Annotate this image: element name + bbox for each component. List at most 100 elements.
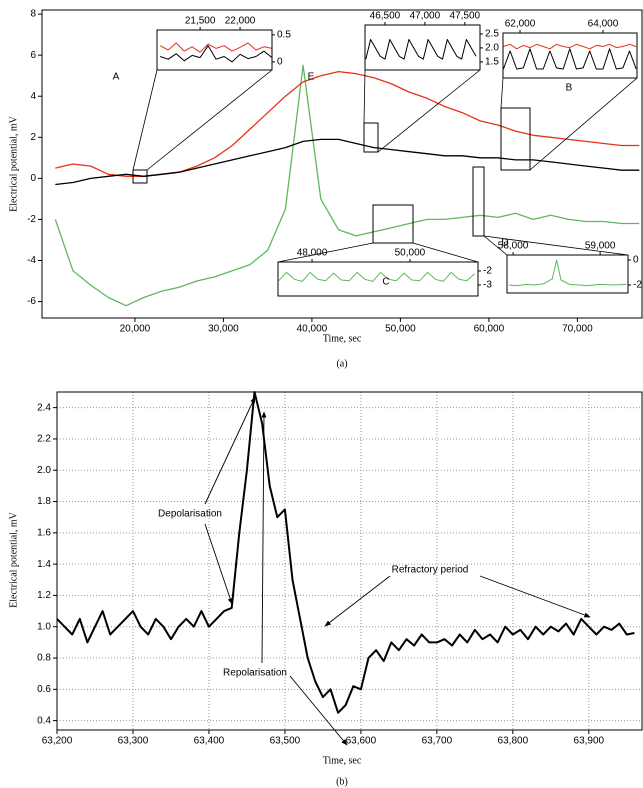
zoom-connector (483, 235, 508, 256)
inset-background (278, 262, 478, 296)
y-axis-title: Electrical potential, mV (8, 115, 19, 212)
plot-frame (502, 32, 638, 79)
inset-background (365, 25, 480, 70)
plot-frame (56, 391, 643, 731)
y-tick-label: -4 (27, 255, 36, 266)
x-tick-label: 63,400 (194, 736, 225, 747)
zoom-region (132, 169, 148, 184)
series-line (278, 271, 475, 282)
zoom-connector (412, 242, 479, 263)
caption: (a) (336, 358, 347, 369)
y-tick-label: -2 (27, 214, 36, 225)
y-tick-label: 4 (30, 91, 36, 102)
x-tick-label: 20,000 (120, 324, 151, 335)
y-tick-label: -2 (483, 266, 492, 277)
series-line (365, 39, 477, 60)
inset-background (503, 33, 637, 78)
y-tick-label: 1.4 (37, 559, 51, 570)
y-tick-label: 2.4 (37, 402, 51, 413)
y-tick-label: 0.8 (37, 653, 51, 664)
series-line (55, 70, 640, 177)
zoom-connector (363, 69, 366, 124)
annotation: E (308, 72, 315, 83)
y-tick-label: 1.5 (485, 57, 499, 68)
x-tick-label: 48,000 (297, 248, 328, 259)
y-tick-label: -2 (633, 280, 642, 291)
y-tick-label: 2.0 (37, 465, 51, 476)
zoom-connector (146, 69, 273, 171)
annotation: Depolarisation (158, 509, 222, 520)
plot-frame (506, 254, 629, 294)
y-tick-label: 6 (30, 50, 36, 61)
x-tick-label: 50,000 (385, 324, 416, 335)
series-line (502, 48, 637, 70)
plot-frame (41, 9, 643, 319)
x-tick-label: 40,000 (297, 324, 328, 335)
x-tick-label: 63,300 (118, 736, 149, 747)
annotation: D (501, 238, 508, 249)
zoom-connector (529, 77, 638, 171)
annotation: Refractory period (392, 565, 469, 576)
y-tick-label: 8 (30, 9, 36, 20)
x-tick-label: 64,000 (588, 19, 619, 30)
x-axis-title: Time, sec (323, 755, 362, 766)
inset-background (507, 255, 628, 293)
y-tick-label: 1.2 (37, 590, 51, 601)
zoom-connector (500, 77, 504, 109)
annotation: A (113, 72, 120, 83)
x-tick-label: 47,000 (410, 11, 441, 22)
x-tick-label: 63,800 (498, 736, 529, 747)
x-tick-label: 60,000 (474, 324, 505, 335)
zoom-region (472, 166, 485, 237)
x-tick-label: 63,500 (270, 736, 301, 747)
x-tick-label: 59,000 (585, 241, 616, 252)
zoom-connector (277, 242, 374, 263)
y-tick-label: 0 (30, 173, 36, 184)
inset-background (157, 30, 272, 70)
zoom-region (363, 122, 379, 153)
y-tick-label: 2 (30, 132, 36, 143)
series-line (54, 64, 640, 307)
y-tick-label: -3 (483, 280, 492, 291)
x-tick-label: 46,500 (370, 11, 401, 22)
y-tick-label: 1.8 (37, 496, 51, 507)
annotation: B (566, 83, 573, 94)
x-tick-label: 21,500 (185, 16, 216, 27)
annotation-arrow (479, 575, 591, 618)
y-tick-label: 0.5 (277, 30, 291, 41)
series-line (508, 259, 627, 287)
y-tick-label: 1.6 (37, 527, 51, 538)
zoom-connector (132, 69, 158, 171)
plot-frame (156, 29, 273, 71)
annotation-arrow (289, 675, 348, 746)
zoom-region (500, 107, 531, 171)
y-tick-label: 1.0 (37, 621, 51, 632)
y-tick-label: 0.4 (37, 715, 51, 726)
plot-frame (277, 261, 479, 297)
y-tick-label: 0.6 (37, 684, 51, 695)
y-tick-label: 2.5 (485, 29, 499, 40)
annotation: Repolarisation (223, 668, 287, 679)
y-tick-label: 0 (277, 57, 283, 68)
x-tick-label: 47,500 (450, 11, 481, 22)
x-tick-label: 62,000 (505, 19, 536, 30)
series-line (160, 45, 273, 63)
series-line (55, 138, 640, 186)
annotation-arrow (204, 396, 256, 505)
x-tick-label: 63,200 (42, 736, 73, 747)
x-tick-label: 58,000 (498, 241, 529, 252)
plot-frame (364, 24, 481, 71)
zoom-connector (377, 69, 481, 153)
zoom-region (372, 204, 414, 244)
caption: (b) (336, 776, 348, 787)
y-tick-label: 0 (633, 255, 639, 266)
annotation-arrow (324, 575, 391, 627)
y-tick-label: -6 (27, 296, 36, 307)
series-line (503, 43, 637, 50)
series-line (159, 42, 273, 53)
x-tick-label: 63,700 (422, 736, 453, 747)
annotation-arrow (204, 523, 233, 605)
y-tick-label: 2.0 (485, 43, 499, 54)
annotation: C (382, 277, 389, 288)
x-tick-label: 22,000 (225, 16, 256, 27)
